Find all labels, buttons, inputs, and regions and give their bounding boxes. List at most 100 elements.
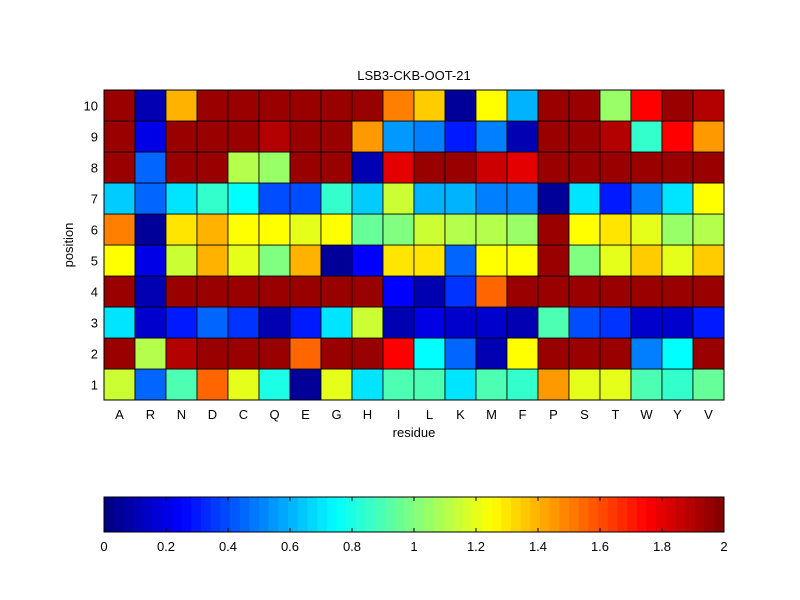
heatmap-cell-10-W (631, 90, 662, 121)
heatmap-cell-9-Q (259, 121, 290, 152)
colorbar-segment (579, 497, 589, 532)
heatmap-cell-6-I (383, 214, 414, 245)
heatmap-cell-1-V (693, 369, 724, 400)
heatmap-cell-4-E (290, 276, 321, 307)
heatmap-cell-7-D (197, 183, 228, 214)
colorbar-segment (240, 497, 250, 532)
heatmap-cell-1-Q (259, 369, 290, 400)
heatmap-cell-7-K (445, 183, 476, 214)
colorbar-segment (540, 497, 550, 532)
x-tick-label: C (239, 407, 248, 422)
heatmap-cell-3-T (600, 307, 631, 338)
colorbar-tick-label: 0 (100, 539, 107, 554)
heatmap-cell-7-T (600, 183, 631, 214)
heatmap-cell-3-M (476, 307, 507, 338)
heatmap-cell-3-K (445, 307, 476, 338)
colorbar-tick-label: 1.6 (591, 539, 609, 554)
heatmap-cells (104, 90, 724, 400)
heatmap-cell-2-F (507, 338, 538, 369)
heatmap-cell-1-A (104, 369, 135, 400)
colorbar-segment (453, 497, 463, 532)
heatmap-cell-2-D (197, 338, 228, 369)
colorbar-segment (337, 497, 347, 532)
heatmap-cell-3-E (290, 307, 321, 338)
heatmap-cell-2-V (693, 338, 724, 369)
heatmap-cell-4-H (352, 276, 383, 307)
colorbar-segment (695, 497, 705, 532)
colorbar-segment (705, 497, 715, 532)
colorbar-segment (356, 497, 366, 532)
x-tick-label: P (549, 407, 558, 422)
heatmap-cell-4-Q (259, 276, 290, 307)
heatmap-cell-7-H (352, 183, 383, 214)
y-tick-label: 7 (91, 192, 98, 207)
heatmap-cell-7-Y (662, 183, 693, 214)
heatmap-cell-3-V (693, 307, 724, 338)
y-tick-label: 3 (91, 316, 98, 331)
heatmap-cell-7-P (538, 183, 569, 214)
colorbar-tick-label: 1.2 (467, 539, 485, 554)
heatmap-cell-1-C (228, 369, 259, 400)
heatmap-cell-10-D (197, 90, 228, 121)
colorbar-segment (559, 497, 569, 532)
heatmap-cell-7-N (166, 183, 197, 214)
colorbar-tick-label: 1.4 (529, 539, 547, 554)
heatmap-cell-2-C (228, 338, 259, 369)
heatmap-cell-3-Q (259, 307, 290, 338)
heatmap-cell-9-N (166, 121, 197, 152)
heatmap-cell-4-M (476, 276, 507, 307)
heatmap-cell-10-A (104, 90, 135, 121)
heatmap-cell-5-H (352, 245, 383, 276)
colorbar-tick-label: 0.2 (157, 539, 175, 554)
heatmap-cell-10-G (321, 90, 352, 121)
colorbar-tick-label: 0.6 (281, 539, 299, 554)
heatmap-cell-2-Y (662, 338, 693, 369)
heatmap-cell-7-F (507, 183, 538, 214)
heatmap-cell-10-F (507, 90, 538, 121)
x-axis-label: residue (393, 425, 436, 440)
heatmap-cell-6-P (538, 214, 569, 245)
heatmap-cell-3-A (104, 307, 135, 338)
heatmap-cell-3-R (135, 307, 166, 338)
heatmap-cell-4-D (197, 276, 228, 307)
heatmap-cell-9-M (476, 121, 507, 152)
colorbar-segment (501, 497, 511, 532)
colorbar-segment (317, 497, 327, 532)
heatmap-cell-1-S (569, 369, 600, 400)
heatmap-cell-7-G (321, 183, 352, 214)
heatmap-cell-7-C (228, 183, 259, 214)
heatmap-cell-8-E (290, 152, 321, 183)
heatmap-cell-1-R (135, 369, 166, 400)
colorbar-segment (395, 497, 405, 532)
heatmap-cell-4-G (321, 276, 352, 307)
heatmap-cell-3-S (569, 307, 600, 338)
colorbar-segment (249, 497, 259, 532)
y-tick-label: 8 (91, 161, 98, 176)
colorbar-segment (492, 497, 502, 532)
x-tick-label: M (486, 407, 497, 422)
heatmap-cell-6-W (631, 214, 662, 245)
heatmap-cell-9-A (104, 121, 135, 152)
colorbar-segment (433, 497, 443, 532)
colorbar-segment (637, 497, 647, 532)
heatmap-cell-2-L (414, 338, 445, 369)
heatmap-cell-6-Y (662, 214, 693, 245)
heatmap-cell-5-I (383, 245, 414, 276)
heatmap-cell-3-D (197, 307, 228, 338)
heatmap-cell-9-T (600, 121, 631, 152)
heatmap-cell-5-R (135, 245, 166, 276)
colorbar-segment (114, 497, 124, 532)
heatmap-cell-9-E (290, 121, 321, 152)
colorbar-tick-label: 2 (720, 539, 727, 554)
heatmap-cell-6-Q (259, 214, 290, 245)
heatmap-cell-8-I (383, 152, 414, 183)
colorbar-tick-label: 1.8 (653, 539, 671, 554)
heatmap-cell-6-H (352, 214, 383, 245)
heatmap-cell-10-E (290, 90, 321, 121)
heatmap-cell-5-W (631, 245, 662, 276)
heatmap-cell-8-T (600, 152, 631, 183)
heatmap-cell-5-G (321, 245, 352, 276)
heatmap-cell-6-S (569, 214, 600, 245)
colorbar-segment (424, 497, 434, 532)
